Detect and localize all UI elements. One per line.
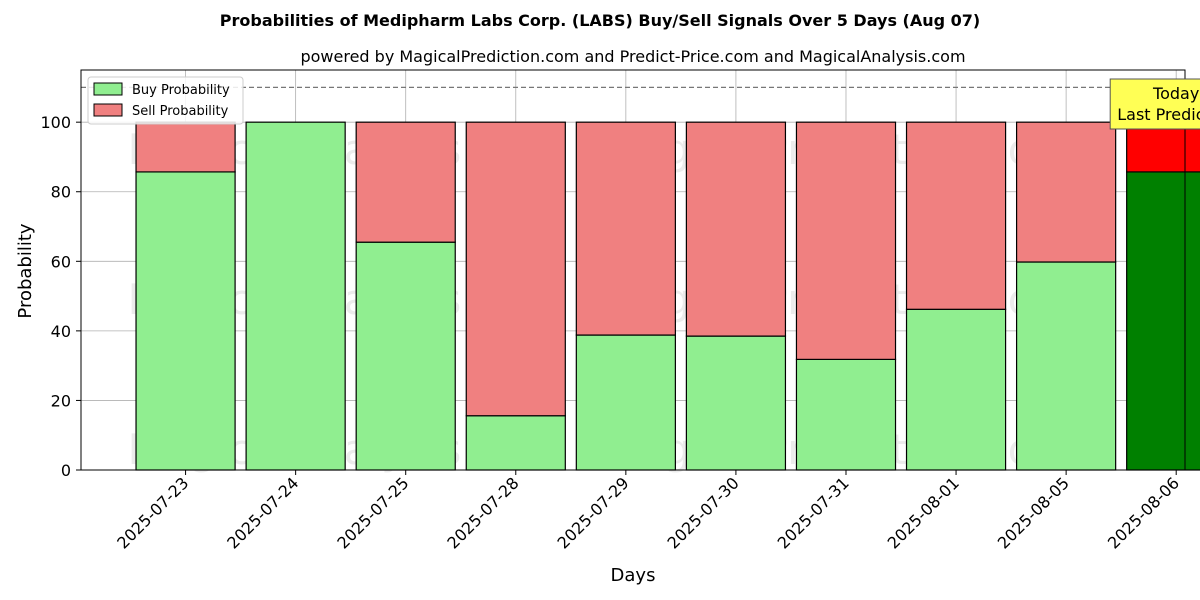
sell-bar [685, 121, 787, 337]
annotation-box [1109, 78, 1200, 130]
sell-bar [355, 121, 456, 243]
x-tick-label: 2025-07-25 [333, 473, 412, 552]
plot-frame [80, 69, 1186, 471]
buy-bar [355, 241, 456, 471]
y-tick-label: 40 [51, 322, 71, 341]
sell-bar [1015, 121, 1117, 263]
buy-bar [685, 335, 787, 471]
y-tick-label: 20 [51, 391, 71, 410]
x-tick-label: 2025-07-31 [774, 473, 853, 552]
legend-box [87, 76, 244, 125]
y-tick-label: 100 [40, 113, 71, 132]
x-tick-label: 2025-07-30 [664, 473, 743, 552]
y-tick-label: 60 [51, 252, 71, 271]
x-tick-label: 2025-07-23 [113, 473, 192, 552]
sell-bar [575, 121, 676, 336]
x-tick-label: 2025-07-29 [553, 473, 632, 552]
y-tick-label: 80 [51, 183, 71, 202]
annotation-line-2: Last Prediction [1117, 105, 1200, 124]
x-tick-label: 2025-08-05 [994, 473, 1073, 552]
sell-bar [905, 121, 1007, 310]
x-tick-label: 2025-07-28 [443, 473, 522, 552]
buy-bar [1126, 171, 1200, 471]
sell-bar [795, 121, 897, 360]
annotation-line-1: Today [1152, 84, 1199, 103]
chart-subtitle: powered by MagicalPrediction.com and Pre… [300, 47, 965, 66]
buy-bar [795, 358, 897, 471]
chart-title: Probabilities of Medipharm Labs Corp. (L… [220, 11, 980, 30]
legend-label-sell: Sell Probability [132, 104, 229, 119]
buy-bar [1015, 261, 1117, 471]
buy-bar [465, 415, 566, 471]
plot-area: MagicalAnalysis.comMagicalPrediction.com… [40, 69, 1200, 553]
sell-bar [1126, 121, 1200, 173]
x-tick-label: 2025-08-01 [884, 473, 963, 552]
sell-bar [135, 121, 236, 173]
y-axis-label: Probability [15, 223, 36, 318]
legend-label-buy: Buy Probability [132, 83, 230, 98]
legend-swatch-sell [93, 103, 123, 117]
buy-bar [245, 121, 346, 471]
buy-bar [905, 308, 1007, 471]
x-tick-label: 2025-08-06 [1104, 473, 1183, 552]
x-tick-label: 2025-07-24 [223, 473, 302, 552]
y-tick-label: 0 [61, 461, 71, 480]
legend-swatch-buy [93, 82, 123, 96]
x-axis-label: Days [611, 565, 656, 586]
sell-bar [465, 121, 566, 417]
buy-bar [135, 171, 236, 471]
buy-bar [575, 334, 676, 471]
